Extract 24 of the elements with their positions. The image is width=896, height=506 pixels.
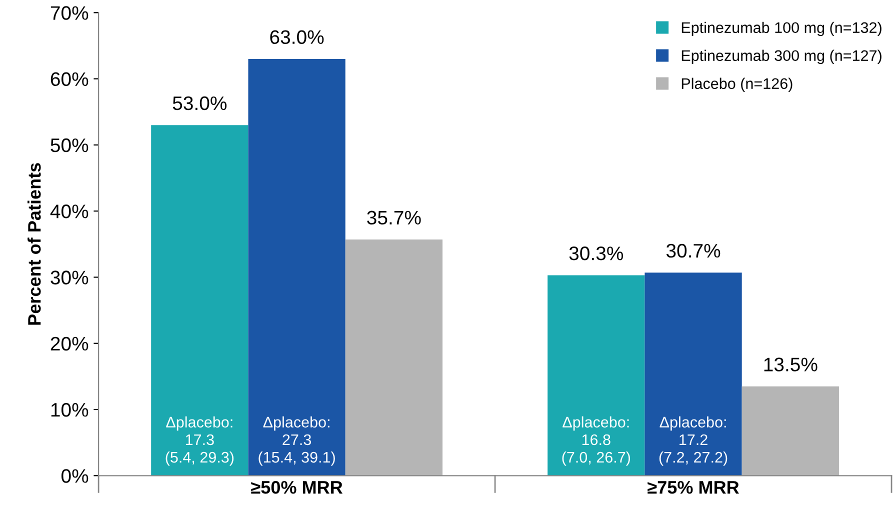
y-tick-label: 0%	[61, 469, 88, 483]
legend-label: Eptinezumab 300 mg (n=127)	[682, 50, 882, 64]
data-label: 63.0%	[270, 30, 324, 44]
legend-label: Eptinezumab 100 mg (n=132)	[682, 22, 882, 36]
y-tick-label: 60%	[50, 72, 88, 86]
y-tick-label: 30%	[50, 270, 88, 284]
y-tick-label: 20%	[50, 336, 88, 351]
data-label: 35.7%	[367, 210, 421, 225]
legend-label: Placebo (n=126)	[682, 78, 792, 92]
y-axis-title: Percent of Patients	[28, 163, 41, 325]
y-tick-label: 50%	[50, 138, 88, 152]
data-label: 53.0%	[172, 96, 227, 110]
data-label: 30.3%	[569, 246, 624, 260]
data-label: 30.7%	[666, 244, 720, 258]
annotation: Δplacebo: 27.3 (15.4, 39.1)	[258, 416, 335, 466]
x-tick-label: ≥75% MRR	[648, 481, 739, 494]
annotation: Δplacebo: 16.8 (7.0, 26.7)	[562, 416, 630, 466]
annotation: Δplacebo: 17.2 (7.2, 27.2)	[659, 416, 728, 466]
y-tick-label: 40%	[50, 204, 88, 218]
y-tick-label: 10%	[51, 402, 88, 417]
y-tick-label: 70%	[50, 6, 88, 20]
x-tick-label: ≥50% MRR	[251, 480, 343, 494]
annotation: Δplacebo: 17.3 (5.4, 29.3)	[166, 416, 234, 466]
data-label: 13.5%	[764, 358, 818, 372]
